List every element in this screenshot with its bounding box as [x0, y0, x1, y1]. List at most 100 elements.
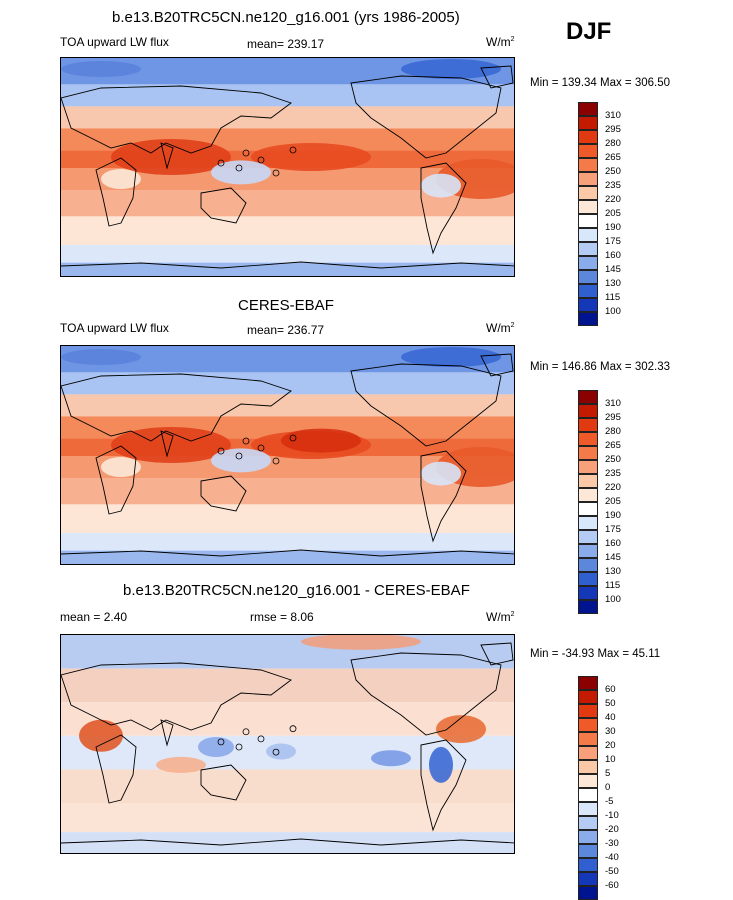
island: [272, 748, 280, 756]
colorbar-swatch: [578, 572, 598, 586]
colorbar-tick-label: 20: [605, 740, 616, 751]
colorbar-swatch: [578, 432, 598, 446]
coastline: [350, 652, 502, 736]
field-blob: [61, 349, 141, 365]
colorbar-swatch: [578, 718, 598, 732]
panel2-map: [60, 345, 515, 565]
panel3-map: [60, 634, 515, 854]
colorbar-swatch: [578, 886, 598, 900]
coastline: [200, 475, 247, 512]
field-band: [61, 245, 514, 263]
panel2-variable: TOA upward LW flux: [60, 321, 169, 335]
panel3-colorbar: [578, 676, 598, 900]
colorbar-swatch: [578, 732, 598, 746]
panel3-mean: mean = 2.40: [60, 610, 128, 624]
colorbar-swatch: [578, 774, 598, 788]
colorbar-tick-label: 50: [605, 698, 616, 709]
colorbar-tick-label: 130: [605, 278, 621, 289]
panel1-colorbar: [578, 102, 598, 326]
colorbar-tick-label: -5: [605, 796, 614, 807]
colorbar-swatch: [578, 802, 598, 816]
colorbar-swatch: [578, 214, 598, 228]
field-blob: [251, 143, 371, 171]
island: [272, 457, 280, 465]
island: [235, 452, 243, 460]
colorbar-swatch: [578, 460, 598, 474]
colorbar-swatch: [578, 600, 598, 614]
island: [272, 169, 280, 177]
field-band: [61, 84, 514, 107]
colorbar-swatch: [578, 200, 598, 214]
island: [242, 149, 250, 157]
colorbar-tick-label: 295: [605, 412, 621, 423]
colorbar-swatch: [578, 586, 598, 600]
coastline: [61, 261, 514, 269]
colorbar-swatch: [578, 746, 598, 760]
coastline: [61, 373, 292, 442]
island: [257, 444, 265, 452]
island: [217, 738, 225, 746]
coastline: [61, 662, 292, 731]
colorbar-swatch: [578, 446, 598, 460]
colorbar-tick-label: 265: [605, 152, 621, 163]
colorbar-swatch: [578, 760, 598, 774]
colorbar-tick-label: 280: [605, 138, 621, 149]
colorbar-tick-label: 115: [605, 580, 621, 591]
colorbar-tick-label: 30: [605, 726, 616, 737]
panel2-minmax: Min = 146.86 Max = 302.33: [530, 361, 671, 373]
colorbar-swatch: [578, 130, 598, 144]
colorbar-swatch: [578, 418, 598, 432]
colorbar-tick-label: 100: [605, 306, 621, 317]
field-band: [61, 668, 514, 703]
island: [217, 159, 225, 167]
coastline: [200, 764, 247, 801]
field-blob: [371, 750, 411, 767]
colorbar-swatch: [578, 312, 598, 326]
coastline: [480, 642, 514, 666]
colorbar-tick-label: 115: [605, 292, 621, 303]
colorbar-tick-label: -60: [605, 880, 619, 891]
field-blob: [436, 715, 486, 744]
coastline: [480, 353, 514, 377]
colorbar-tick-label: -30: [605, 838, 619, 849]
colorbar-tick-label: 175: [605, 236, 621, 247]
colorbar-tick-label: 10: [605, 754, 616, 765]
field-blob: [61, 61, 141, 77]
colorbar-swatch: [578, 116, 598, 130]
panel1-map: [60, 57, 515, 277]
coastline: [350, 363, 502, 447]
coastline: [61, 838, 514, 846]
colorbar-swatch: [578, 404, 598, 418]
coastline: [420, 162, 467, 255]
colorbar-swatch: [578, 788, 598, 802]
panel3-title: b.e13.B20TRC5CN.ne120_g16.001 - CERES-EB…: [123, 582, 470, 599]
colorbar-tick-label: 130: [605, 566, 621, 577]
field-blob: [429, 746, 453, 783]
colorbar-swatch: [578, 144, 598, 158]
colorbar-tick-label: 220: [605, 194, 621, 205]
colorbar-tick-label: -20: [605, 824, 619, 835]
coastline: [61, 85, 292, 154]
colorbar-swatch: [578, 530, 598, 544]
colorbar-swatch: [578, 228, 598, 242]
coastline: [61, 549, 514, 557]
coastline: [350, 75, 502, 159]
colorbar-swatch: [578, 186, 598, 200]
colorbar-swatch: [578, 872, 598, 886]
colorbar-tick-label: 235: [605, 468, 621, 479]
coastline: [200, 187, 247, 224]
panel1-title: b.e13.B20TRC5CN.ne120_g16.001 (yrs 1986-…: [112, 9, 460, 26]
panel3-map-field: [61, 635, 514, 853]
panel3-rmse: rmse = 8.06: [250, 610, 314, 624]
season-label: DJF: [566, 18, 612, 45]
colorbar-tick-label: 235: [605, 180, 621, 191]
colorbar-swatch: [578, 488, 598, 502]
colorbar-swatch: [578, 502, 598, 516]
colorbar-tick-label: 310: [605, 398, 621, 409]
field-band: [61, 533, 514, 551]
panel3-units: W/m2: [486, 610, 515, 624]
island: [242, 437, 250, 445]
panel1-variable: TOA upward LW flux: [60, 35, 169, 49]
colorbar-tick-label: 295: [605, 124, 621, 135]
colorbar-tick-label: -10: [605, 810, 619, 821]
